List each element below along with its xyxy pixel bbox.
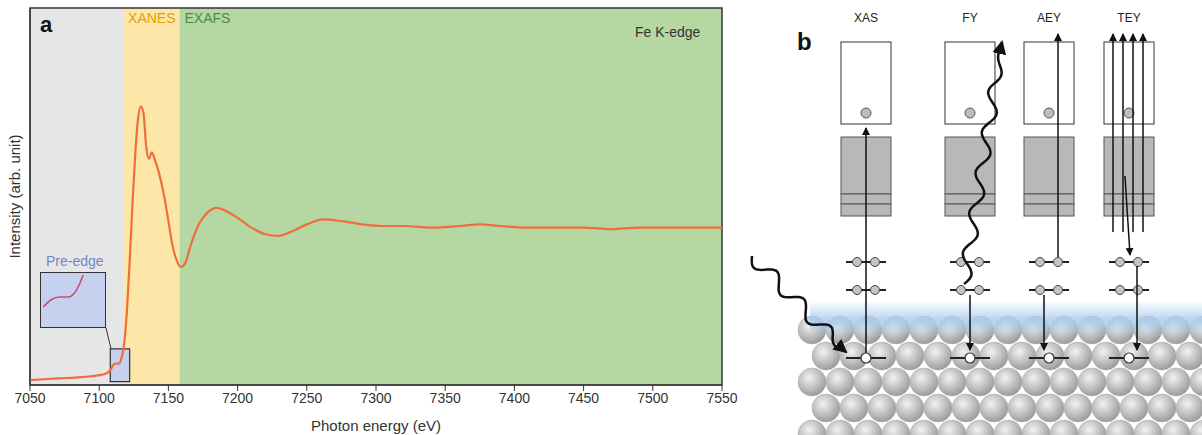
svg-text:XAS: XAS — [854, 11, 878, 25]
svg-text:7450: 7450 — [568, 390, 599, 406]
svg-text:7050: 7050 — [14, 390, 45, 406]
html-text:Fe K-edge: Fe K-edge — [635, 24, 701, 40]
svg-text:Photon energy (eV): Photon energy (eV) — [311, 417, 441, 434]
svg-text:TEY: TEY — [1117, 11, 1140, 25]
svg-text:7100: 7100 — [84, 390, 115, 406]
html-text:Pre-edge: Pre-edge — [46, 253, 104, 269]
svg-text:7400: 7400 — [499, 390, 530, 406]
svg-text:7250: 7250 — [291, 390, 322, 406]
svg-text:AEY: AEY — [1037, 11, 1061, 25]
svg-text:Intensity (arb. unit): Intensity (arb. unit) — [6, 134, 23, 258]
svg-text:EXAFS: EXAFS — [184, 10, 230, 26]
html-text:a: a — [40, 12, 53, 37]
svg-text:7300: 7300 — [360, 390, 391, 406]
svg-text:FY: FY — [962, 11, 977, 25]
svg-text:7350: 7350 — [430, 390, 461, 406]
svg-text:XANES: XANES — [128, 10, 175, 26]
svg-text:7150: 7150 — [153, 390, 184, 406]
svg-text:7200: 7200 — [222, 390, 253, 406]
svg-text:b: b — [797, 28, 812, 55]
svg-text:7500: 7500 — [637, 390, 668, 406]
svg-text:7550: 7550 — [706, 390, 737, 406]
